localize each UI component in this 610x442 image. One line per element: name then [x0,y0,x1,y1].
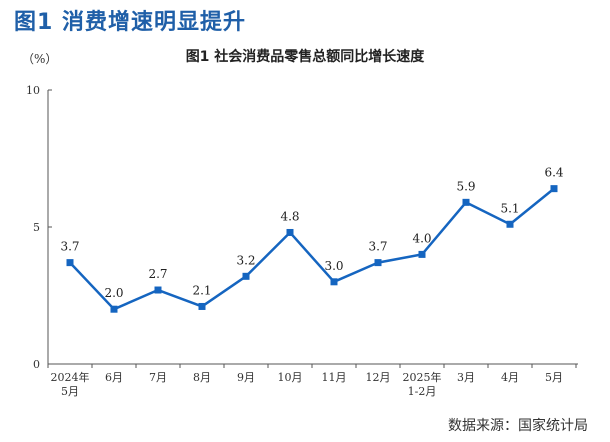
chart-title: 图1 社会消费品零售总额同比增长速度 [185,49,425,65]
x-tick-label: 7月 [149,371,167,384]
data-point-marker [418,250,426,258]
x-tick-label: 4月 [501,371,519,384]
x-tick-label: 2025年 [403,370,442,384]
data-label: 4.8 [280,209,299,223]
data-label: 3.0 [324,259,343,273]
series-line-group [69,187,555,311]
y-tick-labels-group: 0 5 10 [26,84,40,371]
data-label: 3.2 [236,253,255,267]
y-axis-unit-label: （%） [22,52,58,66]
chart-axes [47,89,578,368]
y-tick-label: 0 [33,358,40,371]
data-point-marker [330,278,338,286]
data-point-marker [550,185,558,193]
x-tick-label: 3月 [457,371,475,384]
y-tick-label: 10 [26,84,40,97]
data-label: 2.0 [104,286,123,300]
data-source-note: 数据来源：国家统计局 [448,418,588,434]
x-tick-label: 12月 [366,371,391,384]
data-label: 5.1 [500,201,519,215]
x-tick-label: 9月 [237,371,255,384]
data-label: 6.4 [544,166,563,180]
page-title: 图1 消费增速明显提升 [14,10,246,35]
series-line [69,187,555,311]
data-label: 3.7 [368,240,387,254]
x-tick-label: 5月 [61,385,79,398]
data-point-marker [242,272,250,280]
data-label: 4.0 [412,231,431,245]
data-point-marker [506,220,514,228]
x-tick-label: 5月 [545,371,563,384]
data-point-marker [286,228,294,236]
y-tick-label: 5 [33,221,40,234]
data-label: 2.7 [148,267,167,281]
data-label: 2.1 [192,283,211,297]
x-tick-label: 10月 [278,371,303,384]
data-point-marker [110,305,118,313]
data-point-marker [154,286,162,294]
x-tick-label: 6月 [105,371,123,384]
x-tick-label: 1-2月 [408,385,437,398]
x-tick-label: 8月 [193,371,211,384]
data-label: 3.7 [60,240,79,254]
data-points-group [66,185,558,313]
data-point-marker [374,259,382,267]
x-tick-label: 2024年 [51,370,90,384]
data-labels-group: 3.7 2.0 2.7 2.1 3.2 4.8 3.0 3.7 4.0 5.9 5.1 6.4 [60,166,563,301]
x-tick-label: 11月 [322,371,347,384]
data-point-marker [462,198,470,206]
data-point-marker [198,302,206,310]
data-label: 5.9 [456,179,475,193]
data-point-marker [66,259,74,267]
